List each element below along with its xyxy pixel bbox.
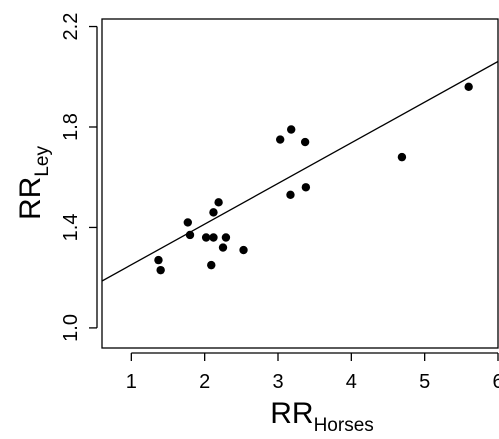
y-axis-title-base: RR (14, 177, 47, 220)
x-axis-title: RRHorses (270, 397, 374, 436)
x-tick-label: 4 (346, 371, 357, 393)
y-tick-label: 1.8 (60, 113, 82, 141)
y-tick-label: 2.2 (60, 13, 82, 41)
data-point (239, 245, 248, 255)
data-point (156, 265, 165, 275)
data-point (300, 137, 310, 147)
x-tick-label: 5 (419, 371, 430, 393)
data-point (154, 255, 163, 265)
y-tick-label: 1.4 (60, 214, 82, 242)
data-point (276, 135, 285, 144)
x-tick-label: 6 (492, 371, 499, 393)
data-point (397, 152, 407, 162)
data-point (185, 230, 195, 240)
data-point (209, 208, 218, 217)
plot-frame (101, 18, 499, 349)
data-point (221, 233, 231, 242)
x-axis-title-base: RR (270, 397, 313, 430)
x-axis-title-subscript: Horses (314, 415, 374, 436)
data-point (214, 198, 223, 207)
y-tick-label: 1.0 (60, 314, 82, 342)
data-point (218, 243, 228, 252)
x-tick-label: 3 (272, 371, 283, 393)
data-point (301, 183, 311, 192)
data-point (464, 82, 473, 92)
y-axis-title: RRLey (14, 146, 53, 220)
x-tick-label: 1 (126, 371, 137, 393)
x-tick-label: 2 (199, 371, 210, 393)
data-point (209, 233, 218, 242)
data-point (207, 260, 216, 270)
data-point (183, 218, 192, 227)
regression-line (102, 60, 498, 282)
data-point (287, 125, 296, 134)
y-axis-title-subscript: Ley (32, 146, 53, 177)
data-point (201, 233, 211, 242)
data-point (286, 190, 295, 200)
